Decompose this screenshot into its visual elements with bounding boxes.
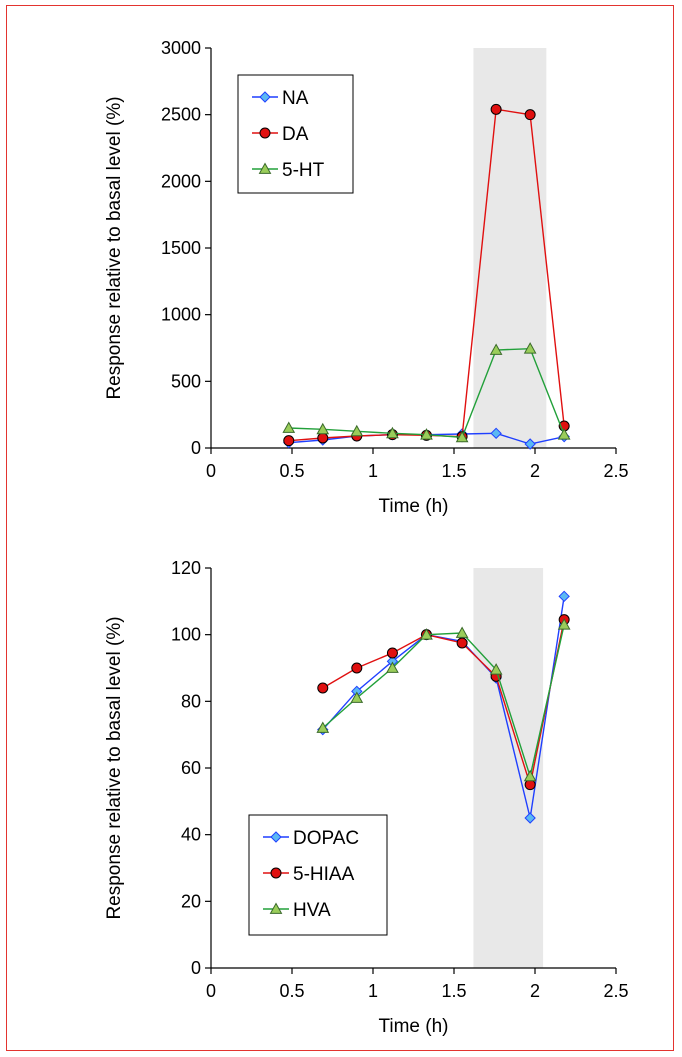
data-point (523, 769, 537, 782)
x-tick-label: 0.5 (279, 981, 304, 1001)
data-point (523, 342, 537, 354)
x-tick-label: 2.5 (603, 461, 628, 481)
y-axis-title: Response relative to basal level (%) (104, 96, 125, 399)
y-tick-label: 40 (181, 825, 201, 845)
data-point (386, 426, 399, 439)
legend-marker (270, 831, 282, 843)
data-point (557, 618, 571, 630)
shaded-region (473, 48, 547, 448)
y-tick-label: 120 (171, 558, 201, 578)
y-axis-title: Response relative to basal level (%) (104, 616, 125, 919)
data-point (282, 421, 296, 433)
x-tick-label: 2 (530, 981, 540, 1001)
data-point (420, 428, 433, 440)
x-tick-label: 1.5 (441, 461, 466, 481)
y-tick-label: 2500 (161, 105, 201, 125)
data-point (558, 590, 570, 603)
x-axis-title: Time (h) (378, 496, 448, 517)
chart-1: 0 500 1000 1500 2000 2500 3000 0 0.5 1 1.5 2 2.5 Time… (104, 38, 629, 517)
x-axis-title: Time (h) (378, 1016, 448, 1037)
x-tick-label: 1.5 (441, 981, 466, 1001)
x-tick-label: 2 (530, 461, 540, 481)
data-point (351, 662, 363, 674)
y-tick-label: 80 (181, 691, 201, 711)
data-point (350, 691, 364, 703)
legend-marker (258, 162, 272, 174)
legend-marker (259, 127, 271, 139)
data-point (524, 438, 536, 450)
data-point (455, 430, 469, 443)
legend-box (237, 74, 354, 194)
legend-label: 5-HT (282, 160, 325, 181)
y-tick-label: 20 (181, 891, 201, 911)
y-tick-label: 500 (171, 371, 201, 391)
legend-label: 5-HIAA (293, 864, 355, 885)
data-point (386, 647, 398, 659)
x-tick-label: 0 (206, 461, 216, 481)
series-line (322, 624, 565, 780)
legend: NA DA 5-HT (237, 74, 354, 194)
x-tick-label: 0 (206, 981, 216, 1001)
series-5-ht (282, 342, 571, 443)
data-point (490, 103, 502, 115)
y-tick-label: 1000 (161, 305, 201, 325)
x-tick-label: 2.5 (603, 981, 628, 1001)
data-point (489, 663, 503, 675)
legend-label: NA (282, 88, 309, 109)
data-point (557, 428, 571, 440)
y-tick-label: 0 (191, 438, 201, 458)
legend-label: DOPAC (293, 828, 359, 849)
data-point (490, 427, 502, 440)
series-5-hiaa (317, 614, 570, 791)
y-tick-label: 3000 (161, 38, 201, 58)
x-tick-label: 0.5 (279, 461, 304, 481)
data-point (420, 628, 433, 640)
legend: DOPAC 5-HIAA HVA (248, 814, 388, 936)
data-point (456, 637, 468, 649)
data-point (386, 661, 399, 673)
x-tick-label: 1 (368, 461, 378, 481)
data-point (316, 422, 330, 435)
data-point (489, 343, 503, 355)
series-hva (316, 618, 571, 782)
figure-frame (6, 5, 674, 1051)
data-point (317, 432, 329, 444)
data-point (316, 721, 330, 733)
legend-marker (269, 902, 283, 914)
chart-2: 0 20 40 60 80 100 120 0 0.5 1 1.5 2 2.5 Time (h) Respo… (104, 558, 629, 1037)
data-point (350, 424, 364, 437)
data-point (524, 812, 536, 824)
data-point (524, 109, 536, 121)
y-tick-label: 1500 (161, 238, 201, 258)
x-tick-label: 1 (368, 981, 378, 1001)
series-line (322, 619, 565, 788)
legend-label: DA (282, 124, 309, 145)
legend-label: HVA (293, 900, 331, 921)
legend-marker (259, 91, 271, 103)
series-line (322, 596, 565, 819)
y-tick-label: 100 (171, 625, 201, 645)
y-tick-label: 2000 (161, 171, 201, 191)
y-tick-label: 0 (191, 958, 201, 978)
data-point (455, 626, 469, 638)
data-point (317, 682, 329, 694)
data-point (283, 435, 295, 447)
legend-marker (270, 867, 282, 879)
y-tick-label: 60 (181, 758, 201, 778)
